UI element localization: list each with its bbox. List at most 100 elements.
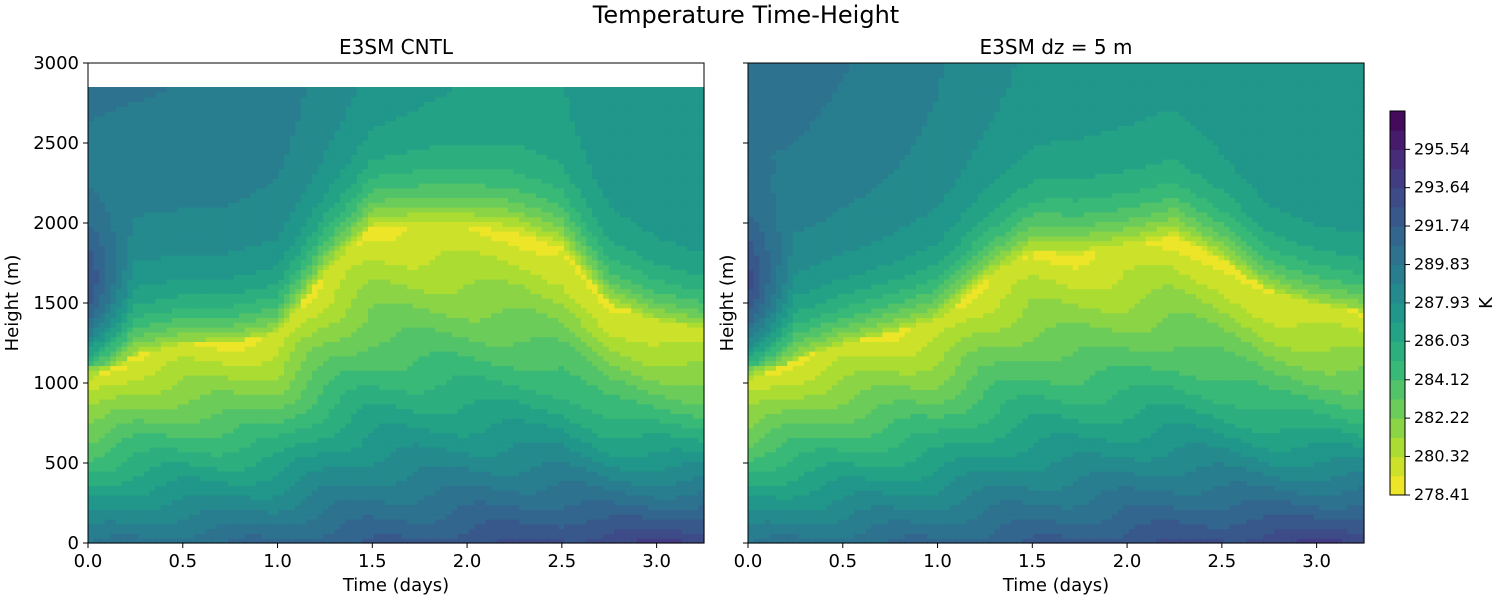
contour-cell (194, 250, 201, 256)
contour-cell (256, 485, 263, 491)
contour-cell (323, 331, 330, 338)
contour-cell (244, 130, 251, 136)
contour-cell (267, 197, 274, 203)
contour-cell (172, 125, 179, 131)
contour-cell (216, 106, 223, 112)
contour-cell (250, 504, 257, 510)
contour-cell (188, 336, 195, 342)
contour-cell (278, 159, 285, 165)
contour-cell (93, 274, 100, 280)
contour-cell (88, 331, 95, 338)
contour-cell (160, 466, 167, 472)
contour-cell (110, 173, 117, 179)
contour-cell (172, 111, 179, 117)
contour-cell (233, 317, 240, 323)
contour-cell (284, 456, 291, 462)
contour-cell (144, 101, 151, 107)
contour-cell (99, 327, 106, 333)
contour-cell (233, 197, 240, 203)
contour-cell (183, 485, 190, 491)
contour-cell (356, 245, 363, 251)
contour-cell (116, 519, 123, 525)
contour-cell (160, 514, 167, 520)
contour-cell (289, 221, 296, 227)
contour-cell (256, 475, 263, 482)
contour-cell (306, 130, 313, 136)
contour-cell (93, 120, 100, 126)
contour-cell (194, 173, 201, 179)
contour-cell (110, 355, 117, 362)
contour-cell (110, 226, 117, 232)
contour-cell (211, 413, 218, 419)
contour-cell (261, 303, 268, 309)
contour-cell (295, 336, 302, 342)
contour-cell (211, 528, 218, 534)
contour-cell (177, 269, 184, 275)
contour-cell (278, 375, 285, 381)
contour-cell (328, 312, 335, 318)
contour-cell (267, 231, 274, 237)
contour-cell (166, 514, 173, 520)
contour-cell (194, 403, 201, 410)
contour-cell (261, 245, 268, 251)
contour-cell (362, 379, 369, 386)
contour-cell (256, 245, 263, 251)
contour-cell (244, 437, 251, 443)
contour-cell (356, 192, 363, 198)
contour-cell (284, 408, 291, 414)
contour-cell (272, 475, 279, 482)
contour-cell (177, 283, 184, 290)
contour-cell (211, 183, 218, 189)
contour-cell (317, 115, 324, 122)
contour-cell (88, 538, 95, 544)
contour-cell (211, 432, 218, 438)
contour-cell (261, 485, 268, 491)
contour-cell (104, 451, 111, 458)
contour-cell (334, 399, 341, 405)
contour-cell (110, 111, 117, 117)
contour-cell (149, 538, 156, 544)
contour-cell (351, 447, 358, 453)
contour-cell (284, 197, 291, 203)
contour-cell (172, 394, 179, 400)
contour-cell (261, 317, 268, 323)
contour-cell (256, 447, 263, 453)
contour-cell (368, 451, 375, 458)
contour-cell (317, 226, 324, 232)
contour-cell (250, 207, 257, 213)
contour-cell (261, 399, 268, 405)
contour-cell (155, 115, 162, 122)
contour-cell (373, 418, 380, 424)
contour-cell (121, 216, 128, 222)
contour-cell (284, 149, 291, 155)
contour-cell (155, 226, 162, 232)
contour-cell (256, 418, 263, 424)
contour-cell (250, 533, 257, 539)
contour-cell (272, 173, 279, 179)
contour-cell (340, 437, 347, 443)
contour-cell (278, 226, 285, 232)
contour-cell (300, 283, 307, 290)
contour-cell (261, 307, 268, 314)
contour-cell (205, 480, 212, 486)
contour-cell (110, 245, 117, 251)
contour-cell (317, 475, 324, 482)
contour-cell (194, 447, 201, 453)
contour-cell (300, 322, 307, 328)
contour-cell (110, 293, 117, 299)
contour-cell (368, 336, 375, 342)
contour-cell (172, 528, 179, 534)
contour-cell (334, 475, 341, 482)
contour-cell (121, 365, 128, 371)
contour-cell (132, 216, 139, 222)
contour-cell (149, 456, 156, 462)
contour-cell (379, 447, 386, 453)
contour-cell (183, 159, 190, 165)
contour-cell (110, 144, 117, 150)
contour-cell (99, 418, 106, 424)
contour-cell (104, 355, 111, 362)
contour-cell (188, 307, 195, 314)
contour-cell (306, 317, 313, 323)
contour-cell (261, 279, 268, 285)
contour-cell (228, 279, 235, 285)
